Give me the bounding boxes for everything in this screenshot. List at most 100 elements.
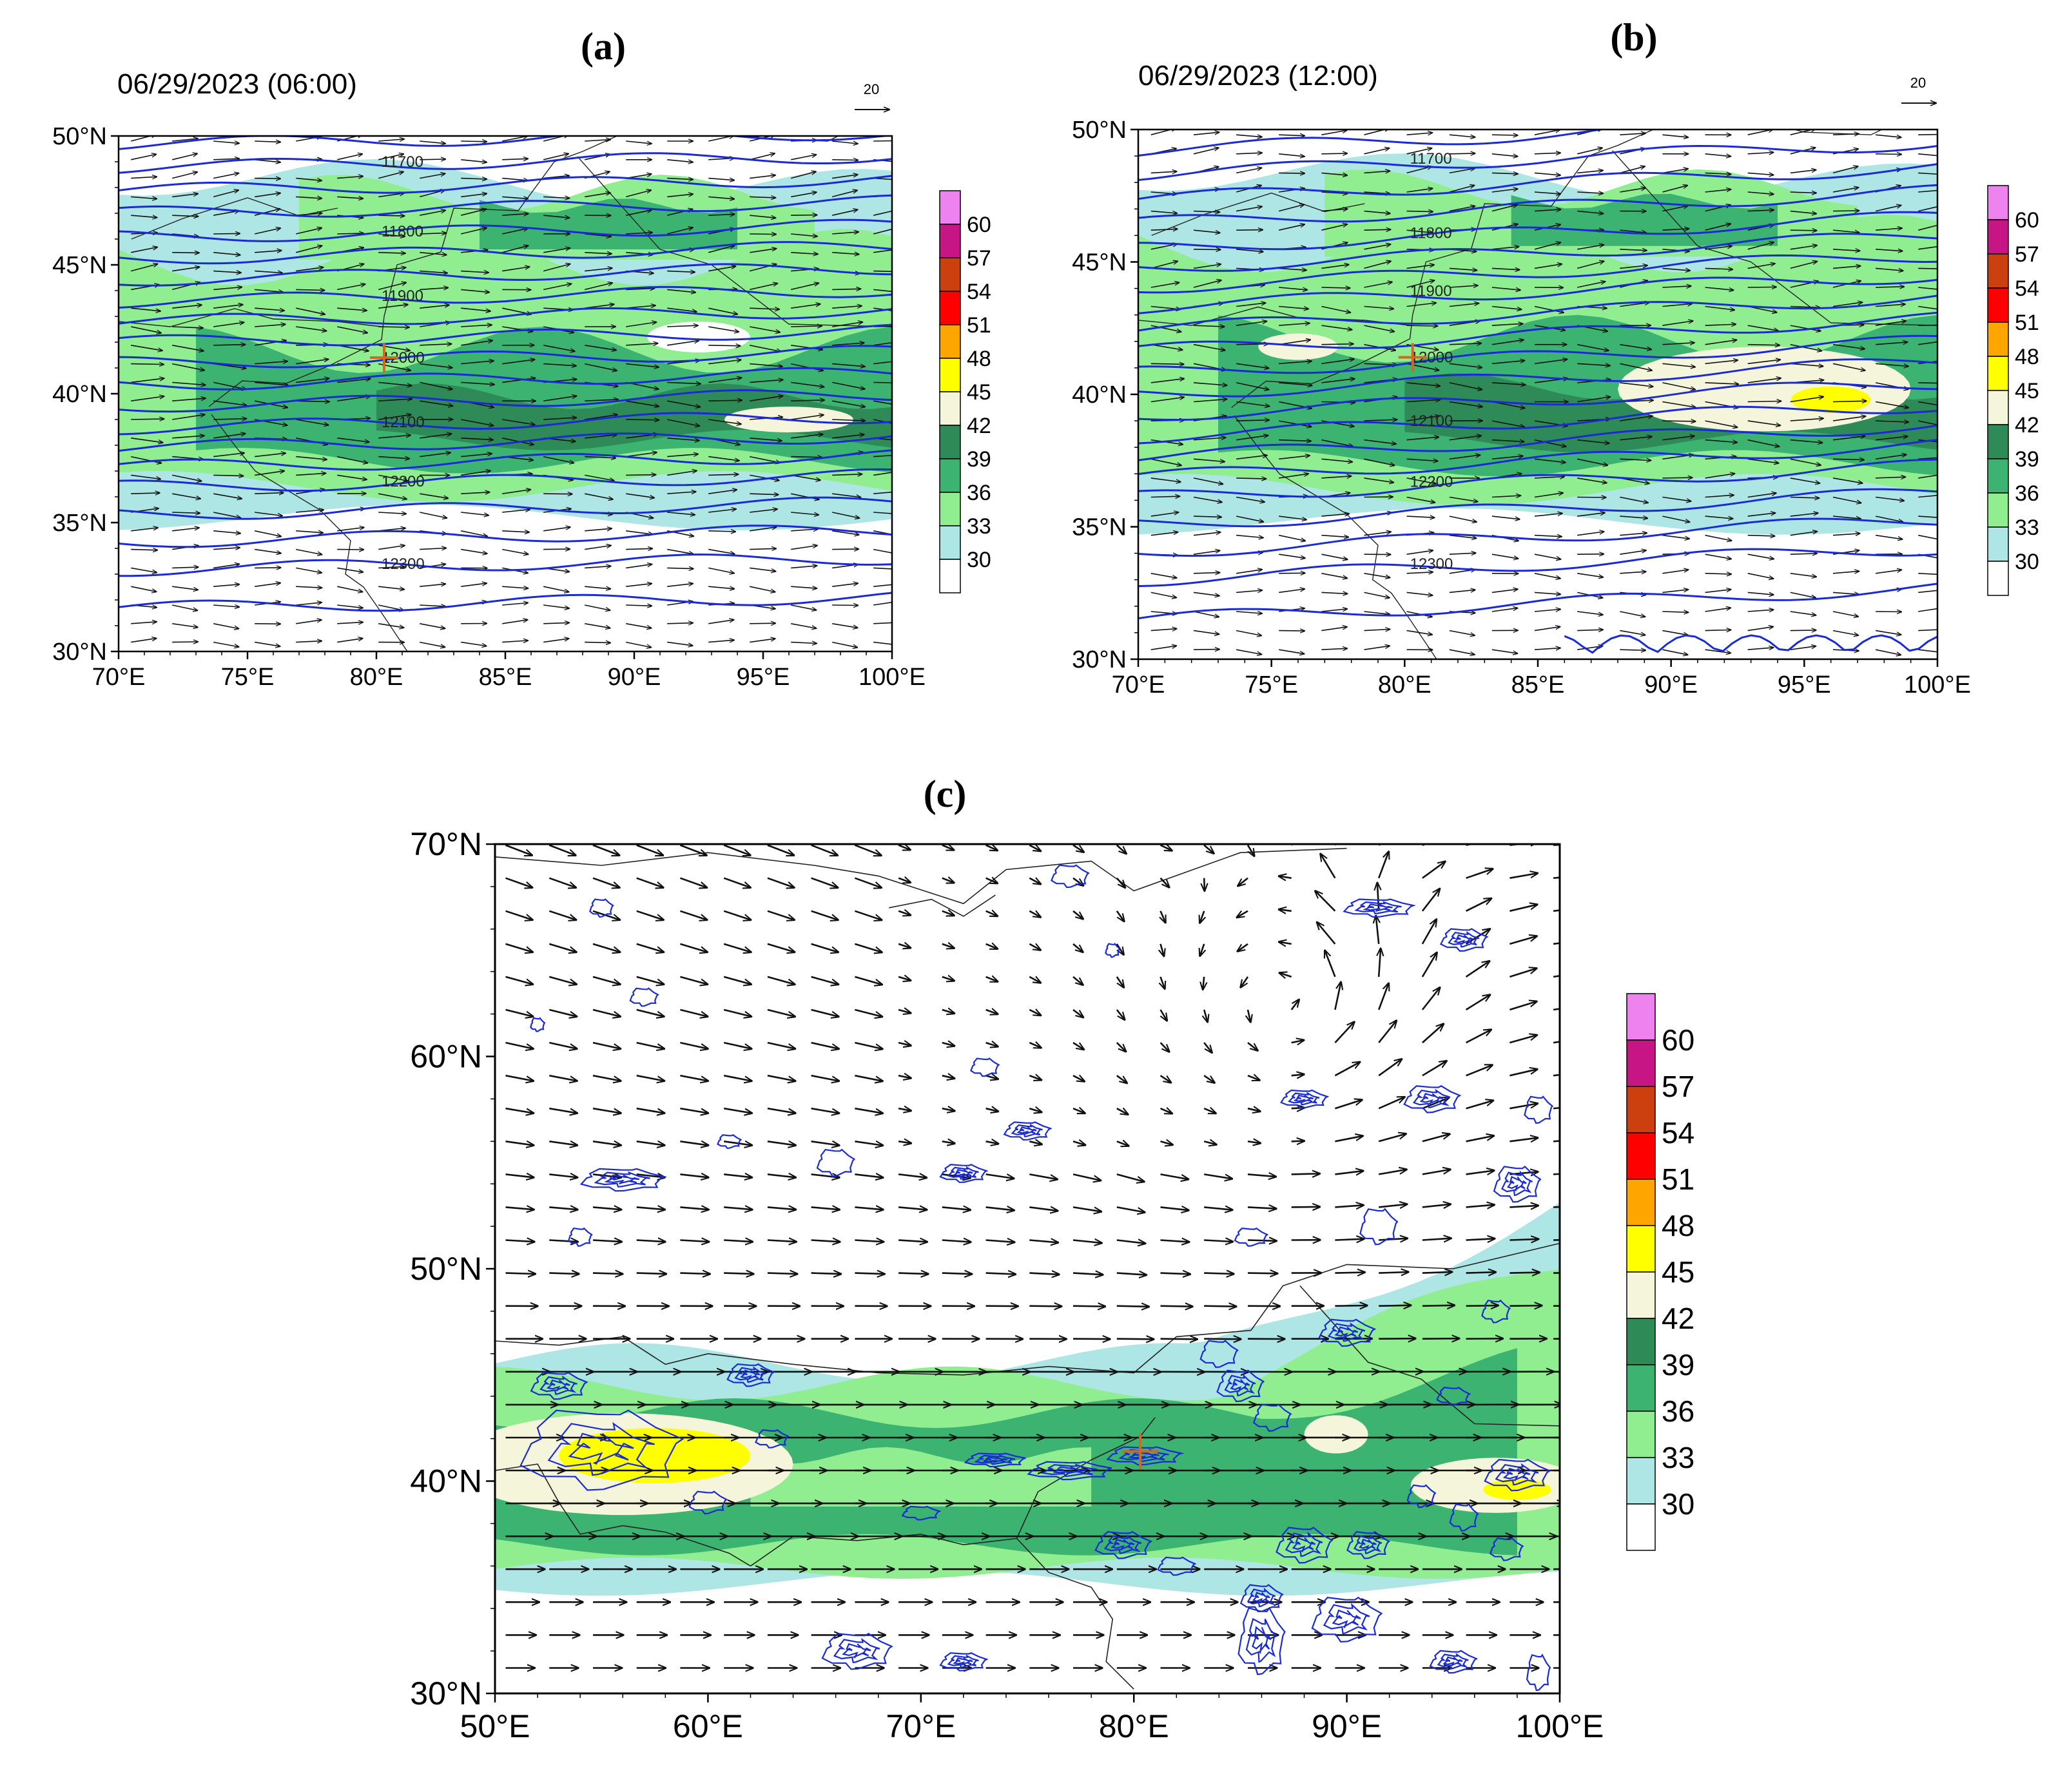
wind-vector [667,307,697,312]
wind-vector [296,586,322,588]
wind-vector [1620,496,1648,503]
wind-vector [296,267,324,272]
wind-vector [708,640,734,642]
panel-b-datetime: 06/29/2023 (12:00) [1138,60,1378,92]
wind-vector [1029,1173,1057,1179]
wind-vector [667,492,696,494]
wind-vector [296,567,322,573]
wind-vector [873,270,892,273]
wind-vector [791,192,817,198]
wind-vector [1279,909,1292,911]
convective-contour [983,1456,1008,1463]
colorbar-level-label: 30 [967,548,991,572]
wind-vector [296,360,329,365]
wind-vector [1150,229,1178,230]
wind-vector [1491,496,1521,497]
wind-vector [1160,877,1170,887]
wind-vector [636,844,663,856]
wind-vector [1832,611,1858,617]
wind-vector [811,1207,840,1209]
wind-vector [1160,1042,1170,1052]
convective-contour [1419,1092,1444,1105]
wind-vector [832,140,858,144]
convective-contour [1437,1652,1469,1670]
wind-vector [626,419,659,420]
wind-vector [296,246,322,253]
convective-contour [1453,934,1473,945]
panel-a-colorbar: 60 57 54 51 48 45 42 39 36 33 30 [939,190,991,593]
wind-vector [942,1108,955,1111]
wind-vector [172,436,204,439]
shading-region [750,1447,1092,1507]
wind-vector [543,604,569,608]
convective-contour [1502,1467,1531,1481]
convective-contour [1276,1527,1334,1564]
wind-vector [213,434,246,439]
wind-vector [667,382,701,383]
wind-vector [1491,189,1518,193]
wind-vector [255,453,286,458]
wind-vector [585,586,610,589]
colorbar-level-label: 33 [967,514,991,539]
wind-vector [1449,134,1475,137]
wind-vector [543,586,569,592]
wind-vector [1832,363,1865,371]
wind-vector [636,976,664,985]
wind-vector [1072,1141,1085,1145]
convective-contour [594,1171,650,1188]
wind-vector [1193,264,1221,269]
wind-vector [420,512,447,518]
lon-tick-label: 90°E [1312,1708,1382,1744]
wind-vector [1236,303,1266,307]
wind-vector [708,509,736,513]
wind-vector [1466,1171,1495,1175]
height-contour [1138,583,1937,620]
wind-vector [855,1240,884,1242]
height-contour [1138,130,1861,157]
wind-vector [1321,130,1346,135]
lat-tick-label: 50°N [410,1251,482,1287]
wind-vector [832,306,862,309]
wind-vector [1422,1204,1451,1208]
wind-vector [1553,1206,1560,1208]
wind-vector [1832,134,1859,135]
wind-vector [337,438,369,442]
wind-vector [1193,382,1227,385]
wind-vector [1406,400,1441,401]
wind-vector [131,474,160,479]
wind-vector [1509,1305,1542,1306]
wind-vector [1247,1042,1257,1050]
wind-vector [1747,535,1775,536]
wind-vector [1364,477,1394,483]
wind-vector [1236,168,1261,174]
colorbar-level-label: 54 [2015,276,2039,301]
wind-vector [942,1010,955,1014]
wind-vector [213,233,240,234]
colorbar-box [1987,185,2009,220]
wind-vector [1291,1207,1320,1208]
wind-vector [1364,439,1397,444]
wind-vector [1116,1042,1126,1052]
wind-vector [832,512,859,518]
wind-vector [1279,456,1310,460]
wind-vector [873,641,892,645]
wind-vector [1449,534,1477,539]
wind-vector [1449,649,1475,655]
wind-vector [1449,455,1480,460]
wind-vector [1466,1205,1495,1208]
wind-vector [1620,303,1649,307]
wind-vector [213,548,240,550]
colorbar-level-label: 30 [1662,1487,1694,1521]
convective-contour [546,1379,570,1392]
wind-vector [873,454,892,458]
convective-contour [579,1168,667,1192]
wind-vector [1364,244,1391,250]
wind-vector [750,474,779,480]
wind-vector [898,1207,927,1209]
wind-vector [708,246,734,253]
wind-vector [1236,420,1269,421]
height-contour [1138,184,1937,223]
wind-vector [626,475,655,476]
wind-vector [337,622,363,624]
